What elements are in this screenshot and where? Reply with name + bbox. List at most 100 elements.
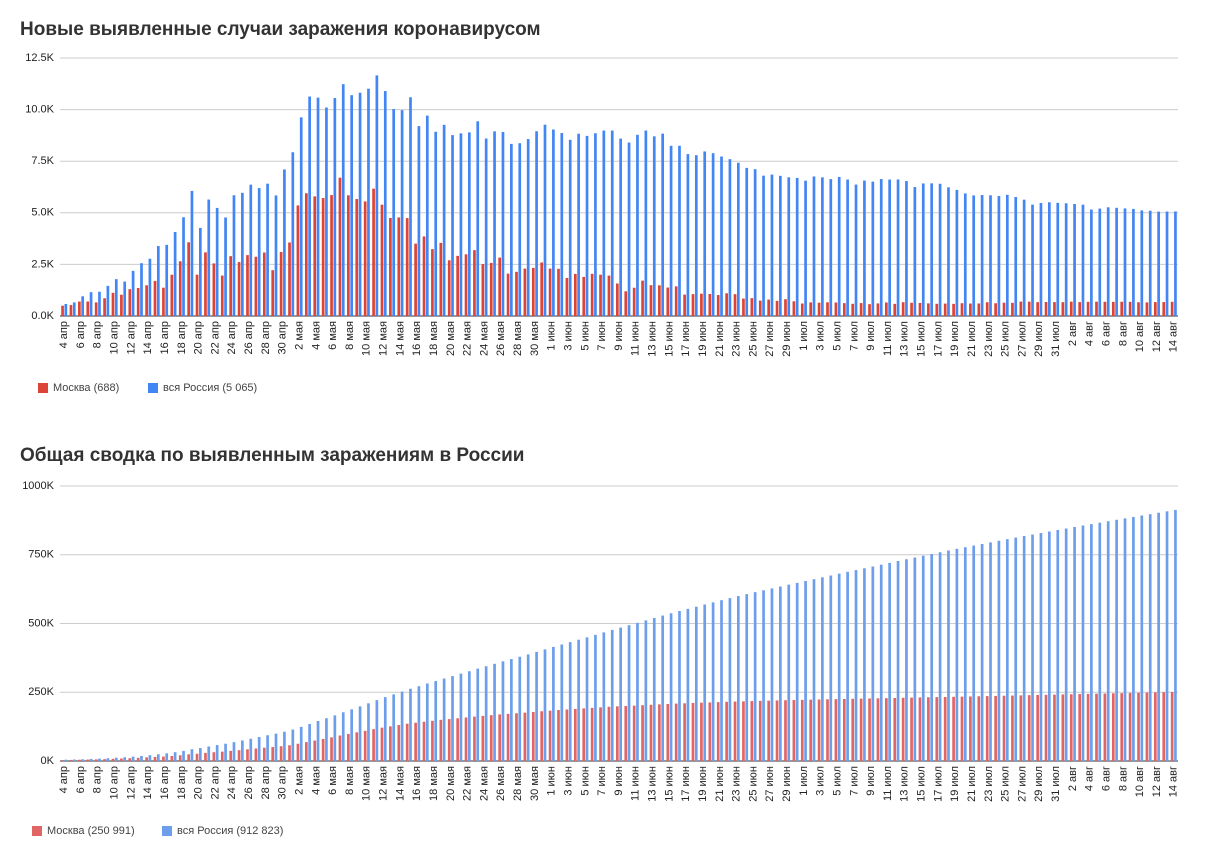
bar [224, 743, 227, 761]
bar [372, 188, 375, 316]
bar [220, 275, 224, 316]
x-tick-label: 12 авг [1151, 766, 1163, 797]
x-tick-label: 11 июл [882, 766, 894, 801]
bar [86, 759, 90, 761]
bar [573, 273, 577, 316]
bar [178, 755, 182, 761]
bar [392, 109, 396, 316]
bar [1081, 204, 1085, 316]
bar [720, 156, 723, 316]
x-tick-label: 14 мая [394, 321, 406, 356]
bar [594, 634, 597, 761]
bar [481, 715, 485, 761]
bar [1132, 208, 1135, 316]
bar [510, 143, 513, 316]
x-tick-label: 10 апр [109, 766, 121, 799]
bar [683, 703, 686, 761]
bar [859, 698, 863, 761]
bar [111, 292, 115, 316]
bar [1064, 528, 1068, 761]
bar [837, 176, 841, 316]
bar [1157, 211, 1160, 316]
x-tick-label: 2 авг [1067, 766, 1079, 791]
bar [770, 174, 774, 316]
bar [279, 252, 283, 316]
bar [762, 175, 765, 316]
bar [459, 133, 463, 316]
bar [560, 644, 564, 761]
bar [498, 714, 502, 761]
bar [548, 710, 552, 761]
bar [237, 262, 241, 316]
x-tick-label: 7 июн [596, 321, 608, 351]
bar [775, 700, 779, 761]
bar [703, 604, 707, 761]
bar [686, 154, 690, 316]
bar [1103, 693, 1107, 761]
bar [262, 747, 266, 761]
x-tick-label: 14 мая [394, 766, 406, 801]
x-tick-label: 2 мая [293, 321, 305, 350]
bar [182, 750, 185, 761]
bar [733, 294, 737, 316]
bar [859, 303, 863, 316]
bar [1098, 522, 1102, 761]
bar [812, 579, 816, 761]
x-tick-label: 9 июл [865, 321, 877, 351]
bar [784, 700, 787, 761]
bar [114, 757, 118, 761]
bar [506, 273, 510, 316]
x-tick-label: 25 июн [747, 321, 759, 357]
bar [367, 88, 370, 317]
bar [927, 303, 930, 316]
bar [431, 720, 434, 761]
bar [422, 721, 426, 761]
bar [1039, 202, 1043, 316]
bar [325, 718, 328, 761]
bar [120, 294, 123, 316]
bar [585, 135, 589, 316]
bar [994, 303, 997, 316]
bar [1069, 694, 1073, 761]
bar [493, 663, 496, 761]
bar [1056, 202, 1060, 316]
bar [972, 195, 976, 316]
x-tick-label: 30 апр [277, 766, 289, 799]
bar [594, 133, 597, 316]
bar [994, 695, 997, 761]
bar [417, 686, 421, 761]
bar [338, 735, 342, 761]
bar [1170, 301, 1174, 316]
bar [447, 260, 451, 316]
x-tick-label: 17 июн [680, 321, 692, 357]
x-tick-label: 1 июл [798, 321, 810, 351]
bar [1120, 693, 1124, 761]
bar [501, 661, 505, 761]
bar [350, 95, 353, 316]
bar [254, 256, 258, 316]
bar [283, 731, 286, 761]
legend-label: вся Россия (912 823) [177, 825, 283, 837]
bar [1073, 527, 1076, 761]
bar [955, 189, 959, 316]
x-tick-label: 14 авг [1168, 766, 1180, 797]
bar [212, 263, 216, 316]
bar [565, 709, 569, 761]
bar [526, 139, 530, 316]
bar [1157, 512, 1160, 761]
bar [1039, 533, 1043, 761]
bar [464, 717, 468, 761]
bar [997, 196, 1001, 316]
bar [1095, 693, 1098, 761]
bar [69, 305, 73, 316]
x-tick-label: 20 апр [193, 321, 205, 354]
bar [257, 737, 261, 761]
x-tick-label: 24 мая [478, 321, 490, 356]
x-tick-label: 31 июл [1050, 321, 1062, 357]
x-tick-label: 28 апр [260, 321, 272, 354]
legend-swatch [162, 826, 172, 836]
y-tick-label: 2.5K [31, 258, 54, 270]
bar [691, 703, 695, 761]
bar [658, 285, 661, 316]
